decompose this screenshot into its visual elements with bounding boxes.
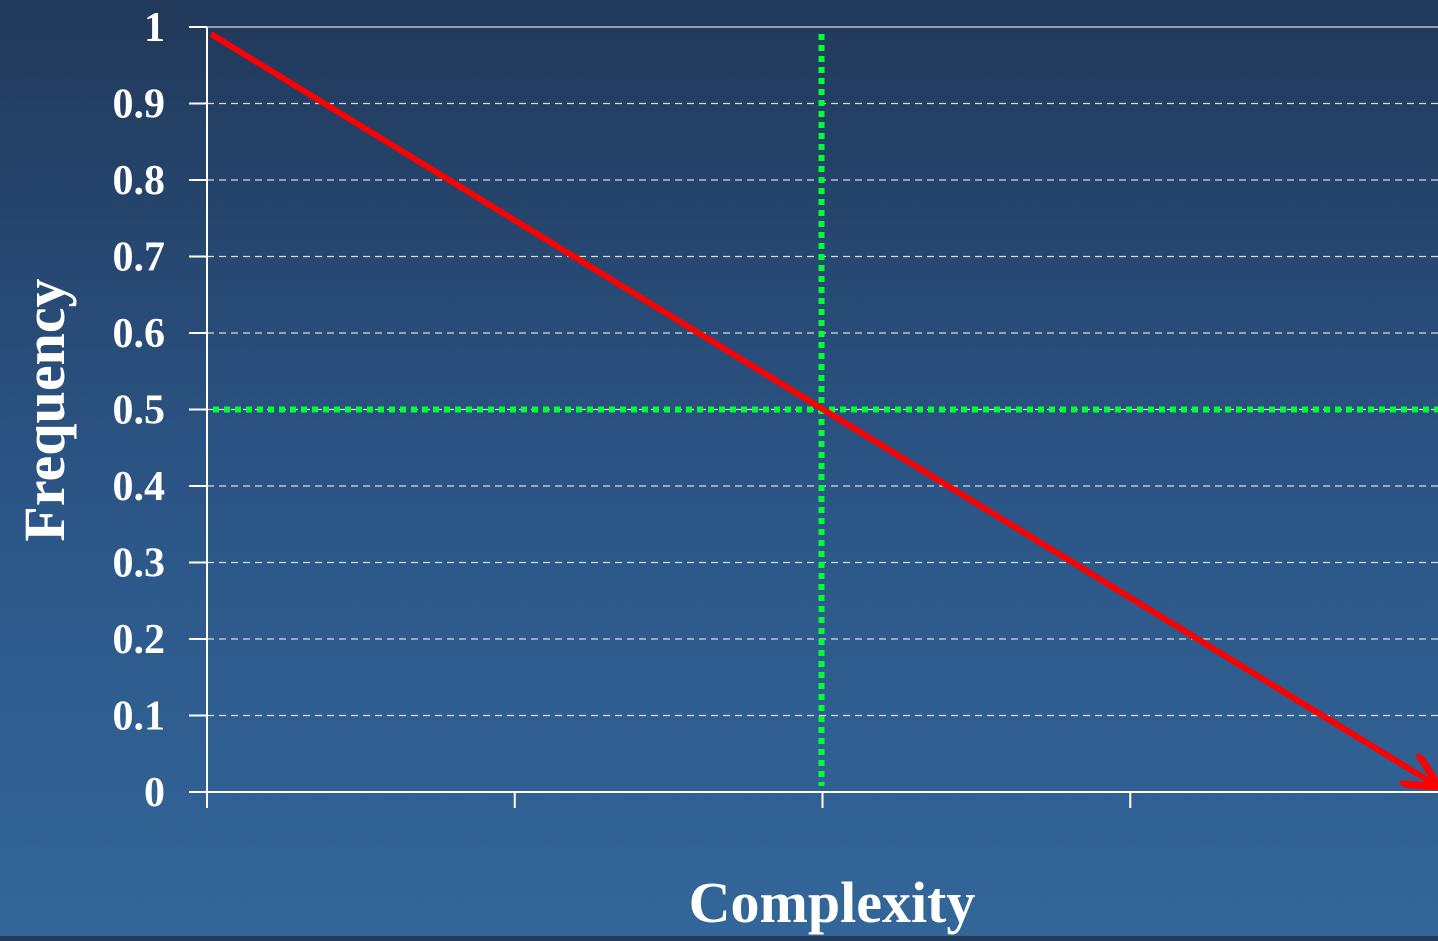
series-layer xyxy=(209,31,1434,784)
y-tick-label: 0.3 xyxy=(113,541,166,587)
y-tick-label: 0.8 xyxy=(113,158,166,204)
axes xyxy=(189,26,1438,808)
series-line xyxy=(209,31,1434,784)
y-tick-label: 0.7 xyxy=(113,235,166,281)
y-tick-label: 0.5 xyxy=(113,388,166,434)
x-axis-title: Complexity xyxy=(689,870,976,935)
y-tick-label: 0 xyxy=(144,770,165,816)
tick-labels: 0 0.1 0.2 0.3 0.4 0.5 0.6 0.7 0.8 0.9 1 xyxy=(113,5,166,816)
y-tick-label: 0.1 xyxy=(113,694,166,740)
y-tick-label: 0.4 xyxy=(113,464,166,510)
y-tick-label: 0.6 xyxy=(113,311,166,357)
y-tick-label: 1 xyxy=(144,5,165,51)
y-tick-label: 0.2 xyxy=(113,617,166,663)
y-axis-title: Frequency xyxy=(12,278,77,541)
y-tick-label: 0.9 xyxy=(113,82,166,128)
